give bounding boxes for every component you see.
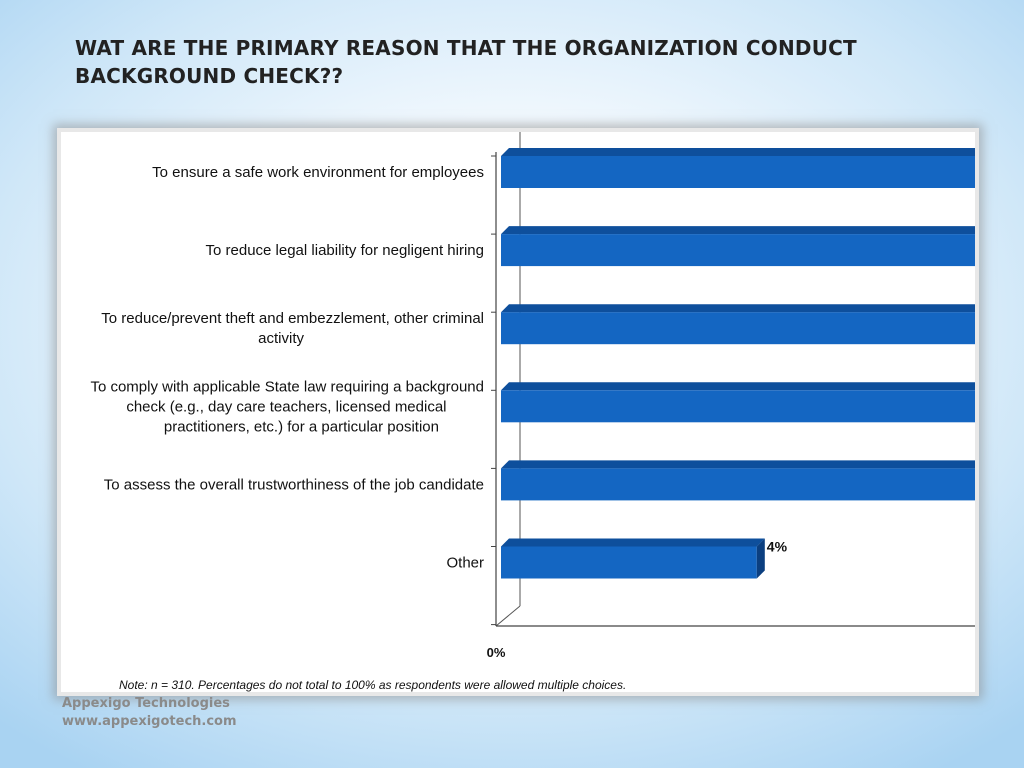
- category-label: To assess the overall trustworthiness of…: [104, 476, 484, 493]
- footer-website: www.appexigotech.com: [62, 714, 237, 729]
- bar: [501, 546, 757, 579]
- bar: [501, 234, 975, 267]
- category-label: Other: [446, 555, 484, 572]
- bar: [501, 312, 975, 345]
- bar-top: [501, 226, 975, 235]
- bar: [501, 468, 975, 501]
- slide-title: WAT ARE THE PRIMARY REASON THAT THE ORGA…: [75, 36, 857, 88]
- category-label-line: Other: [446, 555, 484, 572]
- category-label: To reduce/prevent theft and embezzlement…: [101, 310, 484, 347]
- bar: [501, 156, 975, 188]
- bar: [501, 390, 975, 423]
- bar-side: [756, 538, 765, 579]
- category-label-line: To assess the overall trustworthiness of…: [104, 476, 484, 493]
- category-label-line: To ensure a safe work environment for em…: [152, 164, 484, 181]
- chart-note: Note: n = 310. Percentages do not total …: [119, 678, 627, 692]
- floor-line: [495, 605, 521, 627]
- bar-top: [501, 148, 975, 156]
- category-label-line: check (e.g., day care teachers, licensed…: [126, 398, 446, 415]
- category-label-line: To reduce/prevent theft and embezzlement…: [101, 310, 484, 327]
- category-label: To comply with applicable State law requ…: [90, 378, 484, 435]
- footer-company: Appexigo Technologies: [62, 696, 230, 711]
- bar-top: [501, 304, 975, 313]
- chart-panel: 0%10%20%30%40%50%60%70%61%To ensure a sa…: [57, 128, 979, 696]
- category-label: To ensure a safe work environment for em…: [152, 164, 484, 181]
- category-label-line: practitioners, etc.) for a particular po…: [164, 418, 439, 435]
- bar-top: [501, 382, 975, 391]
- footer: Appexigo Technologies www.appexigotech.c…: [62, 695, 237, 731]
- bar-top: [501, 538, 765, 547]
- bar-chart: 0%10%20%30%40%50%60%70%61%To ensure a sa…: [90, 132, 975, 660]
- category-label-line: To reduce legal liability for negligent …: [206, 242, 485, 259]
- category-label-line: activity: [258, 330, 304, 347]
- x-tick-label: 0%: [487, 645, 506, 660]
- category-label-line: To comply with applicable State law requ…: [90, 378, 484, 395]
- bar-top: [501, 460, 975, 469]
- category-label: To reduce legal liability for negligent …: [206, 242, 485, 259]
- bar-value-label: 4%: [767, 539, 788, 555]
